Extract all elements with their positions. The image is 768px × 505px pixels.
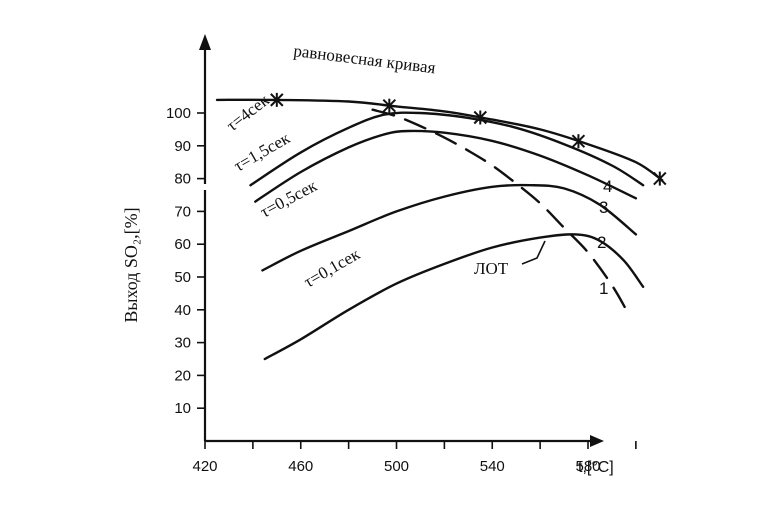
curve-number-2: 2 xyxy=(597,233,606,252)
y-tick-label: 70 xyxy=(174,203,191,220)
equilibrium-marker xyxy=(473,110,487,125)
series-line-lot xyxy=(371,108,628,311)
x-tick-label: 420 xyxy=(192,458,217,475)
series-line-equilibrium xyxy=(215,98,664,182)
equilibrium-marker xyxy=(653,171,667,186)
series-label-tau4: τ=4сек xyxy=(223,90,273,135)
chart-ticks: 420 460 500 540 580 10 20 30 40 50 60 70 80 90 100 xyxy=(166,105,637,475)
y-axis-arrow xyxy=(199,34,211,50)
x-axis-title: t,[°C] xyxy=(578,459,614,476)
y-tick-label: 80 xyxy=(174,171,191,188)
equilibrium-marker xyxy=(571,134,586,149)
x-tick-label: 460 xyxy=(288,458,313,475)
curve-number-4: 4 xyxy=(603,177,612,196)
curve-number-1: 1 xyxy=(599,279,608,298)
series-label-tau15: τ=1,5сек xyxy=(231,128,294,175)
equilibrium-marker xyxy=(382,98,397,113)
x-tick-label: 540 xyxy=(480,458,505,475)
y-tick-label: 100 xyxy=(166,105,191,122)
curve-number-3: 3 xyxy=(599,198,608,217)
series-line-tau01 xyxy=(263,233,645,361)
series-line-tau4 xyxy=(249,111,645,187)
y-tick-label: 60 xyxy=(174,236,191,253)
x-tick-label: 500 xyxy=(384,458,409,475)
lot-leader-line xyxy=(521,240,546,265)
series-label-tau05: τ=0,5сек xyxy=(257,176,321,222)
y-tick-label: 30 xyxy=(174,335,191,352)
equilibrium-marker xyxy=(270,92,284,107)
y-axis-title: Выход SO₂,[%] xyxy=(121,207,141,322)
y-tick-label: 10 xyxy=(174,400,191,417)
y-tick-label: 50 xyxy=(174,269,191,286)
series-line-tau15 xyxy=(254,129,638,203)
series-label-tau01: τ=0,1сек xyxy=(301,244,364,291)
chart-axes xyxy=(199,34,604,447)
y-tick-label: 40 xyxy=(174,302,191,319)
series-label-eq: равновесная кривая xyxy=(293,41,437,77)
y-tick-label: 90 xyxy=(174,138,191,155)
y-tick-label: 20 xyxy=(174,367,191,384)
x-axis-arrow xyxy=(590,435,604,447)
x-tick-label: 580 xyxy=(575,458,600,475)
series-label-lot: ЛОТ xyxy=(474,259,509,278)
series-line-tau05 xyxy=(261,183,638,272)
chart-labels: Выход SO₂,[%] t,[°C] равновесная кривая … xyxy=(121,41,614,476)
series-layer xyxy=(215,92,667,361)
